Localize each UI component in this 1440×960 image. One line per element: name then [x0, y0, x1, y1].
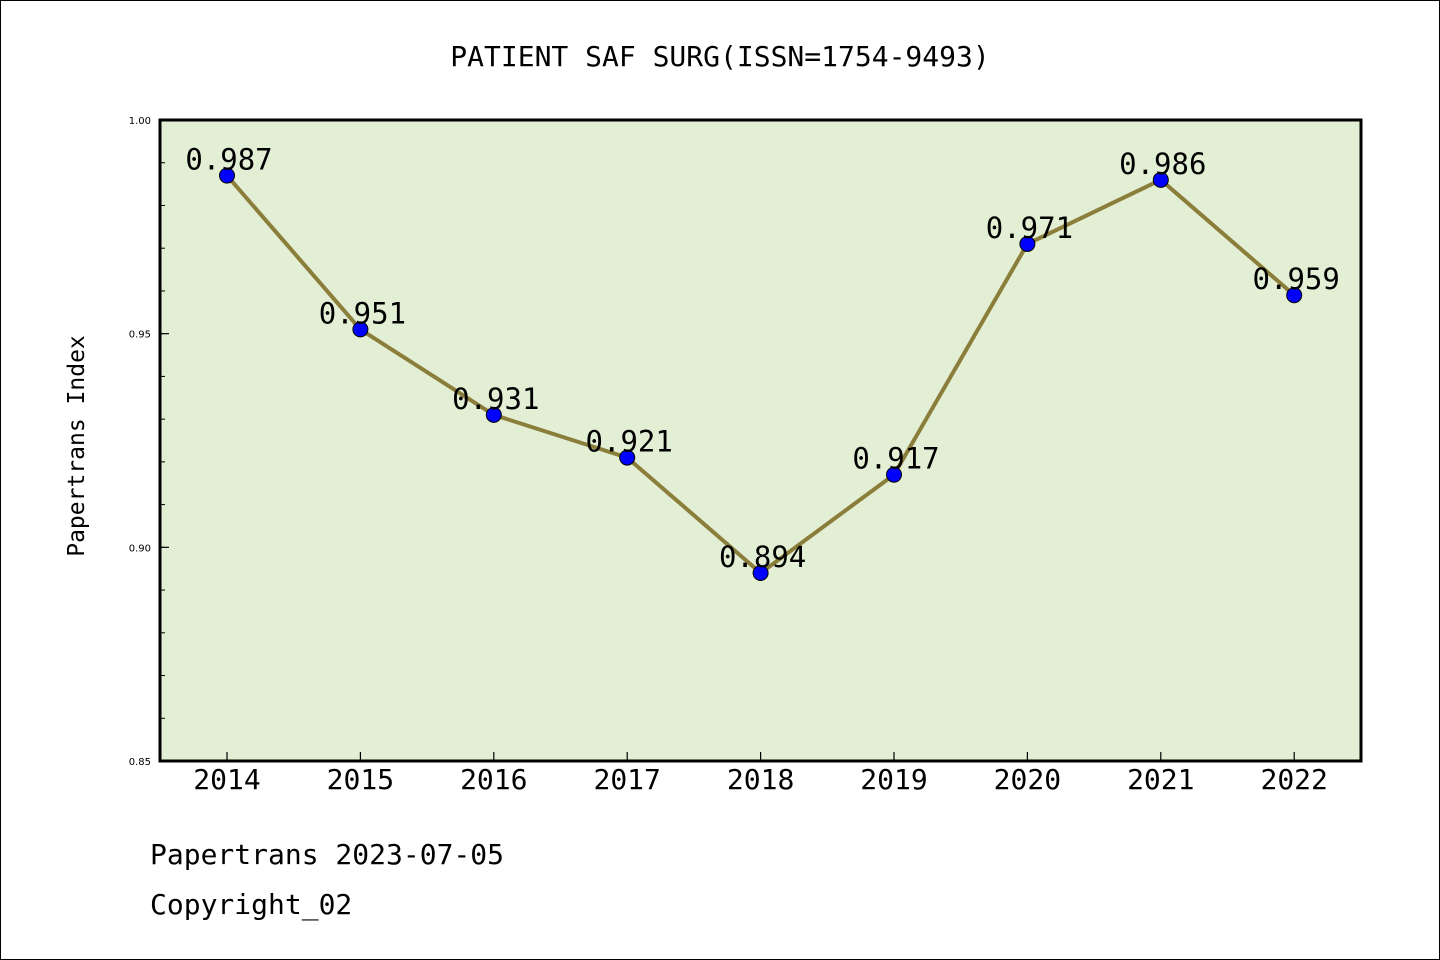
plot-border [158, 118, 1363, 763]
x-tick-label: 2021 [1127, 763, 1194, 796]
data-label: 0.917 [852, 442, 939, 476]
data-point [886, 466, 902, 483]
data-point [752, 564, 769, 581]
data-point [1019, 235, 1036, 252]
y-tick-label: 0.90 [129, 543, 151, 554]
data-point [619, 449, 636, 466]
x-tick-label: 2019 [860, 763, 927, 796]
footer-copyright: Copyright_02 [150, 888, 352, 922]
x-tick-label: 2016 [460, 763, 527, 796]
data-label: 0.951 [319, 296, 406, 330]
y-axis-label: Papertrans Index [64, 335, 90, 557]
data-point [1152, 171, 1169, 188]
chart-title: PATIENT SAF SURG(ISSN=1754-9493) [450, 40, 989, 73]
data-labels: 0.987 0.951 0.931 0.921 0.894 0.917 0.971 0.986… [185, 143, 1340, 574]
x-tick-label: 2014 [193, 763, 260, 796]
data-point [485, 406, 502, 423]
data-point [1286, 287, 1303, 304]
data-point [219, 167, 235, 184]
data-label: 0.894 [719, 540, 806, 574]
x-tick-label: 2022 [1260, 763, 1327, 796]
series-markers [219, 167, 1303, 581]
x-tick-label: 2020 [994, 763, 1061, 796]
data-label: 0.971 [986, 211, 1073, 245]
data-label: 0.987 [185, 143, 272, 177]
y-tick-label: 1.00 [129, 116, 151, 127]
data-label: 0.921 [586, 425, 673, 459]
data-label: 0.931 [452, 382, 539, 416]
y-tick-label: 0.95 [129, 330, 151, 341]
data-label: 0.986 [1119, 147, 1206, 181]
y-tick-label: 0.85 [129, 757, 151, 768]
plot-area [160, 120, 1361, 761]
footer-date: Papertrans 2023-07-05 [150, 838, 504, 871]
data-label: 0.959 [1253, 262, 1340, 296]
x-tick-label: 2015 [327, 763, 394, 796]
x-tick-label: 2018 [727, 763, 794, 796]
x-axis: 2014 2015 2016 2017 2018 2019 2020 2021 2022 [193, 752, 1328, 796]
x-tick-label: 2017 [593, 763, 660, 796]
data-point [352, 321, 369, 338]
